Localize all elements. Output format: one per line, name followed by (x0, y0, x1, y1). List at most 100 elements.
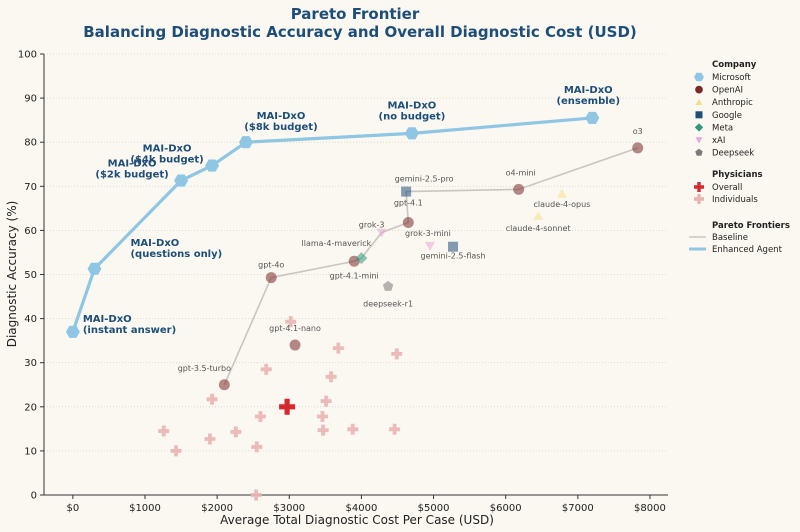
baseline-model-label: grok-3-mini (405, 229, 451, 238)
physician-individual-point (332, 342, 344, 354)
baseline-model-label: gemini-2.5-flash (421, 252, 486, 261)
baseline-model-point (355, 252, 368, 265)
x-tick-label-6000: $6000 (490, 503, 522, 514)
x-tick-label-5000: $5000 (418, 503, 450, 514)
baseline-model-label: claude-4-opus (534, 200, 591, 209)
legend-item-google: Google (712, 111, 742, 121)
physician-individual-point (251, 441, 263, 453)
legend-marker-meta (694, 123, 704, 132)
physician-individual-point (391, 348, 403, 360)
x-tick-label-3000: $3000 (273, 503, 305, 514)
baseline-model-point (513, 183, 525, 195)
baseline-model-point (448, 241, 459, 252)
enhanced-agent-point (65, 325, 80, 338)
legend-item-enhanced: Enhanced Agent (712, 245, 783, 255)
y-tick-label-90: 90 (24, 94, 37, 105)
baseline-model-label: gpt-4o (258, 261, 284, 270)
enhanced-agent-label: MAI-DxO (no budget) (379, 100, 446, 122)
y-tick-label-20: 20 (24, 402, 37, 413)
enhanced-agent-frontier: MAI-DxO (instant answer) MAI-DxO (questions… (65, 85, 620, 338)
y-tick-label-100: 100 (18, 50, 37, 61)
enhanced-agent-point (404, 127, 419, 140)
baseline-model-label: gpt-4.1-mini (330, 271, 379, 280)
legend-marker-deepseek (695, 148, 703, 156)
legend-item-individuals: Individuals (712, 195, 758, 205)
baseline-model-label: gpt-4.1-nano (269, 324, 321, 333)
baseline-model-point (265, 272, 277, 284)
baseline-model-point (402, 216, 414, 228)
baseline-model-label: llama-4-maverick (302, 239, 372, 248)
baseline-model-point (533, 210, 544, 220)
physician-individual-point (320, 395, 332, 407)
enhanced-agent-label: MAI-DxO (instant answer) (83, 314, 176, 336)
y-tick-label-10: 10 (24, 446, 37, 457)
legend-item-microsoft: Microsoft (712, 73, 751, 83)
legend-item-meta: Meta (712, 123, 733, 133)
legend-marker-microsoft (694, 72, 704, 82)
grid (44, 53, 668, 452)
legend-marker-physician-individuals (694, 194, 704, 204)
legend-company-title: Company (712, 60, 757, 70)
enhanced-agent-label: MAI-DxO ($2k budget) (95, 159, 168, 181)
legend-marker-anthropic (695, 98, 703, 105)
baseline-model-point (376, 228, 387, 238)
physician-individual-point (158, 425, 170, 437)
physician-individual-point (230, 426, 242, 438)
legend-item-openai: OpenAI (712, 86, 743, 96)
x-axis-label: Average Total Diagnostic Cost Per Case (… (220, 513, 494, 527)
physician-individual-point (206, 393, 218, 405)
legend-item-baseline: Baseline (712, 233, 748, 243)
y-tick-label-30: 30 (24, 358, 37, 369)
enhanced-agent-point (205, 159, 220, 172)
baseline-model-point (632, 142, 644, 154)
y-tick-label-80: 80 (24, 138, 37, 149)
baseline-model-label: o4-mini (506, 168, 536, 177)
baseline-model-point (556, 188, 567, 198)
legend: Company Microsoft OpenAI Anthropic Google Met… (689, 60, 790, 255)
legend-item-deepseek: Deepseek (712, 149, 754, 159)
baseline-model-point (401, 186, 412, 197)
legend-marker-physician-overall (694, 182, 704, 192)
legend-marker-openai (695, 85, 703, 94)
physician-individual-point (204, 433, 216, 445)
physician-individual-point (250, 489, 262, 501)
y-ticks: 0 10 20 30 40 50 60 70 80 90 100 (18, 50, 44, 502)
baseline-model-label: gpt-4.1 (394, 198, 423, 207)
x-tick-label-8000: $8000 (634, 503, 666, 514)
legend-marker-google (695, 111, 703, 119)
y-tick-label-40: 40 (24, 314, 37, 325)
y-tick-label-60: 60 (24, 226, 37, 237)
y-tick-label-0: 0 (31, 491, 37, 502)
baseline-model-point (382, 280, 394, 291)
x-tick-label-2000: $2000 (201, 503, 233, 514)
baseline-model-point (289, 339, 301, 351)
y-axis-label: Diagnostic Accuracy (%) (5, 201, 19, 348)
baseline-model-label: gpt-3.5-turbo (178, 364, 231, 373)
legend-marker-xai (695, 137, 703, 144)
enhanced-agent-point (239, 136, 253, 149)
y-tick-label-50: 50 (24, 270, 37, 281)
x-tick-label-4000: $4000 (346, 503, 378, 514)
enhanced-agent-label: MAI-DxO ($8k budget) (244, 111, 317, 133)
legend-item-overall: Overall (712, 183, 742, 193)
physician-individual-point (317, 424, 329, 436)
legend-item-xai: xAI (712, 136, 725, 146)
baseline-model-label: deepseek-r1 (363, 299, 413, 308)
legend-item-anthropic: Anthropic (712, 98, 753, 108)
enhanced-agent-label: MAI-DxO (ensemble) (556, 85, 620, 107)
physician-individual-point (325, 371, 337, 383)
y-tick-label-70: 70 (24, 182, 37, 193)
chart-title: Pareto Frontier (291, 5, 420, 23)
baseline-model-point (424, 241, 435, 251)
legend-physicians-title: Physicians (712, 170, 763, 180)
chart-subtitle: Balancing Diagnostic Accuracy and Overal… (83, 23, 637, 41)
baseline-model-label: claude-4-sonnet (506, 224, 571, 233)
physician-individual-point (254, 411, 266, 423)
physician-individual-point (316, 411, 328, 423)
enhanced-agent-point (174, 174, 189, 187)
physician-individual-point (347, 423, 359, 435)
physician-individual-point (285, 316, 297, 328)
x-tick-label-0: $0 (66, 503, 79, 514)
baseline-model-label: grok-3 (359, 221, 385, 230)
